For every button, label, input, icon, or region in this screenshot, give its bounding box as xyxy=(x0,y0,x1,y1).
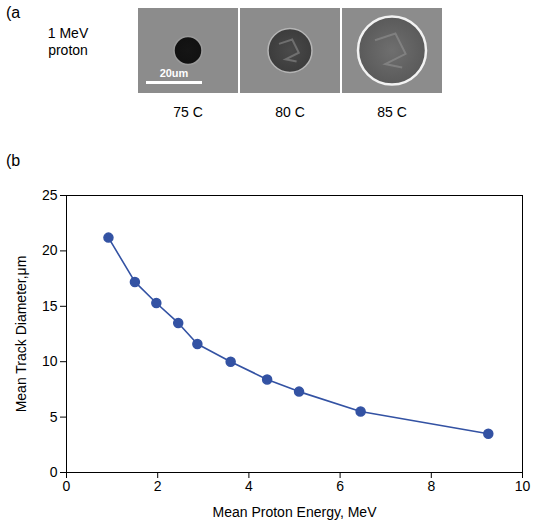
svg-text:20um: 20um xyxy=(160,67,189,79)
svg-text:15: 15 xyxy=(42,298,58,314)
svg-text:25: 25 xyxy=(42,187,58,203)
svg-text:80 C: 80 C xyxy=(275,104,305,120)
svg-text:0: 0 xyxy=(63,478,71,494)
svg-text:2: 2 xyxy=(154,478,162,494)
svg-text:Mean Proton Energy, MeV: Mean Proton Energy, MeV xyxy=(213,504,378,520)
svg-text:(a: (a xyxy=(6,4,20,21)
svg-text:6: 6 xyxy=(336,478,344,494)
svg-text:1 MeVproton: 1 MeVproton xyxy=(48,25,89,58)
svg-text:4: 4 xyxy=(245,478,253,494)
svg-text:0: 0 xyxy=(50,464,58,480)
svg-text:10: 10 xyxy=(515,478,531,494)
svg-text:85 C: 85 C xyxy=(377,104,407,120)
svg-text:Mean Track Diameter,μm: Mean Track Diameter,μm xyxy=(13,256,29,413)
svg-text:10: 10 xyxy=(42,353,58,369)
svg-text:20: 20 xyxy=(42,242,58,258)
svg-text:(b: (b xyxy=(6,152,20,169)
svg-text:75 C: 75 C xyxy=(173,104,203,120)
svg-text:5: 5 xyxy=(50,409,58,425)
svg-text:8: 8 xyxy=(427,478,435,494)
